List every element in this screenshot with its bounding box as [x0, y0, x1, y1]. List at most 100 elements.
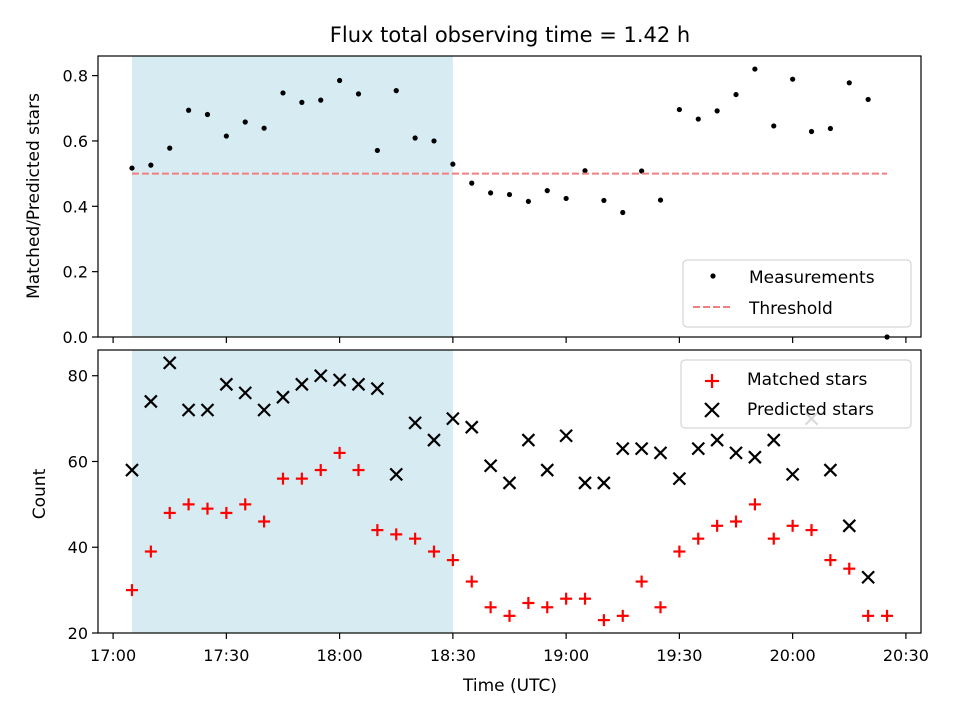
measurements-point: [355, 91, 362, 97]
predicted-stars-point: [446, 411, 460, 426]
matched-stars-point: [163, 506, 176, 519]
measurements-point: [752, 66, 758, 72]
matched-stars-point: [333, 446, 346, 459]
legend-predicted-label: Predicted stars: [747, 400, 874, 420]
y-tick-label: 40: [68, 538, 88, 557]
measurements-point: [506, 191, 513, 198]
predicted-stars-point: [861, 570, 875, 585]
ratio-legend: Measurements Threshold: [682, 259, 912, 328]
x-tick-label: 17:00: [90, 646, 136, 665]
predicted-stars-point: [729, 446, 743, 460]
measurements-point: [714, 108, 720, 114]
predicted-stars-point: [521, 433, 536, 447]
matched-stars-point: [390, 528, 403, 541]
measurements-point: [280, 90, 286, 96]
y-tick-label: 0.4: [63, 197, 88, 216]
matched-stars-point: [182, 498, 195, 511]
measurements-point: [676, 106, 682, 113]
matched-stars-point: [276, 472, 289, 485]
matched-stars-point: [522, 596, 535, 609]
matched-stars-point: [786, 519, 799, 532]
predicted-stars-point: [502, 476, 517, 490]
measurements-point: [790, 76, 796, 82]
count-legend: Matched stars Predicted stars: [680, 359, 912, 429]
matched-stars-point: [824, 554, 837, 567]
measurements-point: [186, 107, 192, 113]
matched-stars-point: [654, 601, 667, 614]
predicted-stars-point: [540, 463, 555, 477]
predicted-stars-point: [691, 441, 706, 456]
predicted-stars-point: [842, 519, 857, 533]
matched-stars-point: [579, 592, 592, 605]
predicted-stars-point: [125, 463, 139, 477]
count-legend-box: [680, 359, 912, 429]
matched-stars-point: [484, 601, 497, 614]
measurements-point: [261, 125, 267, 131]
matched-stars-point: [239, 498, 252, 511]
predicted-stars-point: [332, 373, 347, 387]
matched-stars-point: [295, 472, 308, 485]
predicted-stars-point: [615, 441, 630, 456]
measurements-point: [601, 197, 607, 204]
measurements-point: [865, 96, 871, 103]
measurements-point: [337, 77, 343, 84]
matched-stars-point: [314, 464, 327, 477]
matched-stars-point: [371, 524, 384, 537]
observing-window-span: [131, 350, 453, 633]
legend-matched-marker: [705, 374, 719, 388]
measurements-point: [223, 133, 229, 139]
legend-matched-label: Matched stars: [747, 370, 867, 390]
matched-stars-point: [730, 515, 743, 528]
ratio-plot-marks: [129, 66, 890, 340]
predicted-stars-point: [200, 403, 215, 417]
matched-stars-point: [503, 609, 516, 622]
measurements-point: [657, 197, 664, 203]
legend-measurements-marker: [710, 273, 716, 279]
measurements-point: [808, 128, 815, 135]
predicted-stars-point: [162, 356, 177, 370]
predicted-stars-point: [181, 403, 196, 417]
predicted-stars-point: [578, 476, 592, 490]
predicted-stars-point: [276, 390, 290, 404]
chart-title: Flux total observing time = 1.42 h: [330, 23, 690, 47]
x-tick-label: 18:30: [430, 646, 476, 665]
count-x-axis: 17:00 17:30 18:00 18:30 19:00 19:30 20:00 20:30: [90, 633, 929, 665]
measurements-point: [525, 198, 531, 205]
measurements-point: [469, 180, 475, 186]
measurements-point: [412, 135, 418, 141]
measurements-point: [242, 119, 248, 125]
matched-stars-point: [446, 554, 459, 567]
matched-stars-point: [220, 506, 233, 519]
measurements-point: [318, 97, 324, 103]
matched-stars-point: [144, 545, 157, 558]
matched-stars-point: [805, 524, 818, 537]
measurements-point: [393, 88, 399, 94]
count-x-axis-label: Time (UTC): [462, 676, 557, 696]
measurements-point: [771, 123, 777, 129]
matched-stars-point: [711, 519, 724, 532]
predicted-stars-point: [408, 416, 422, 430]
predicted-stars-point: [238, 386, 253, 400]
y-tick-label: 80: [68, 367, 88, 386]
y-tick-label: 0.6: [63, 132, 88, 151]
ratio-y-axis: 0.0 0.2 0.4 0.6 0.8: [63, 67, 98, 347]
measurements-point: [695, 116, 701, 122]
matched-stars-point: [125, 584, 138, 597]
legend-predicted-marker: [704, 402, 720, 418]
predicted-stars-point: [653, 446, 668, 460]
matched-stars-point: [635, 575, 648, 588]
ratio-x-axis: [112, 337, 907, 343]
y-tick-label: 0.2: [63, 263, 88, 282]
predicted-stars-point: [389, 467, 404, 482]
matched-stars-point: [409, 532, 422, 545]
measurements-point: [450, 161, 456, 167]
matched-stars-point: [881, 609, 894, 622]
x-tick-label: 19:30: [656, 646, 702, 665]
x-tick-label: 20:30: [883, 646, 929, 665]
matched-stars-point: [843, 562, 856, 575]
predicted-stars-point: [370, 381, 385, 396]
matched-stars-point: [862, 609, 875, 622]
measurements-point: [582, 168, 588, 174]
x-tick-label: 17:30: [203, 646, 249, 665]
